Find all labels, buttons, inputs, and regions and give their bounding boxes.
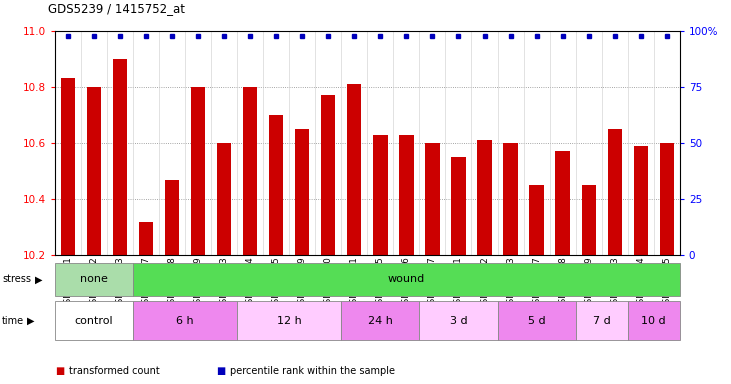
Bar xyxy=(191,87,205,255)
Text: wound: wound xyxy=(387,274,425,285)
Bar xyxy=(269,115,284,255)
Text: ▶: ▶ xyxy=(35,274,42,285)
Text: 24 h: 24 h xyxy=(368,316,393,326)
Bar xyxy=(399,135,414,255)
Bar xyxy=(321,95,336,255)
Bar xyxy=(420,301,498,340)
Bar xyxy=(529,185,544,255)
Bar xyxy=(634,146,648,255)
Text: transformed count: transformed count xyxy=(69,366,160,376)
Text: percentile rank within the sample: percentile rank within the sample xyxy=(230,366,395,376)
Bar xyxy=(582,185,596,255)
Text: 7 d: 7 d xyxy=(593,316,610,326)
Text: time: time xyxy=(2,316,24,326)
Bar xyxy=(133,263,680,296)
Text: ■: ■ xyxy=(55,366,64,376)
Bar xyxy=(659,143,674,255)
Text: 5 d: 5 d xyxy=(528,316,545,326)
Text: control: control xyxy=(75,316,113,326)
Text: 12 h: 12 h xyxy=(277,316,302,326)
Bar xyxy=(374,135,387,255)
Bar xyxy=(556,151,569,255)
Bar xyxy=(628,301,680,340)
Bar xyxy=(217,143,231,255)
Bar xyxy=(133,301,237,340)
Bar xyxy=(425,143,439,255)
Bar xyxy=(61,78,75,255)
Bar xyxy=(55,301,133,340)
Text: ■: ■ xyxy=(216,366,225,376)
Bar xyxy=(113,59,127,255)
Bar xyxy=(139,222,153,255)
Text: 6 h: 6 h xyxy=(176,316,194,326)
Bar xyxy=(55,263,133,296)
Bar xyxy=(165,180,179,255)
Bar xyxy=(87,87,101,255)
Bar xyxy=(498,301,575,340)
Bar xyxy=(451,157,466,255)
Bar xyxy=(237,301,341,340)
Bar xyxy=(347,84,361,255)
Text: none: none xyxy=(80,274,108,285)
Bar xyxy=(477,140,492,255)
Text: stress: stress xyxy=(2,274,31,285)
Text: 3 d: 3 d xyxy=(450,316,467,326)
Text: GDS5239 / 1415752_at: GDS5239 / 1415752_at xyxy=(48,2,184,15)
Bar xyxy=(243,87,257,255)
Text: 10 d: 10 d xyxy=(642,316,666,326)
Text: ▶: ▶ xyxy=(27,316,34,326)
Bar xyxy=(607,129,622,255)
Bar xyxy=(295,129,309,255)
Bar xyxy=(504,143,518,255)
Bar xyxy=(576,301,628,340)
Bar xyxy=(341,301,420,340)
